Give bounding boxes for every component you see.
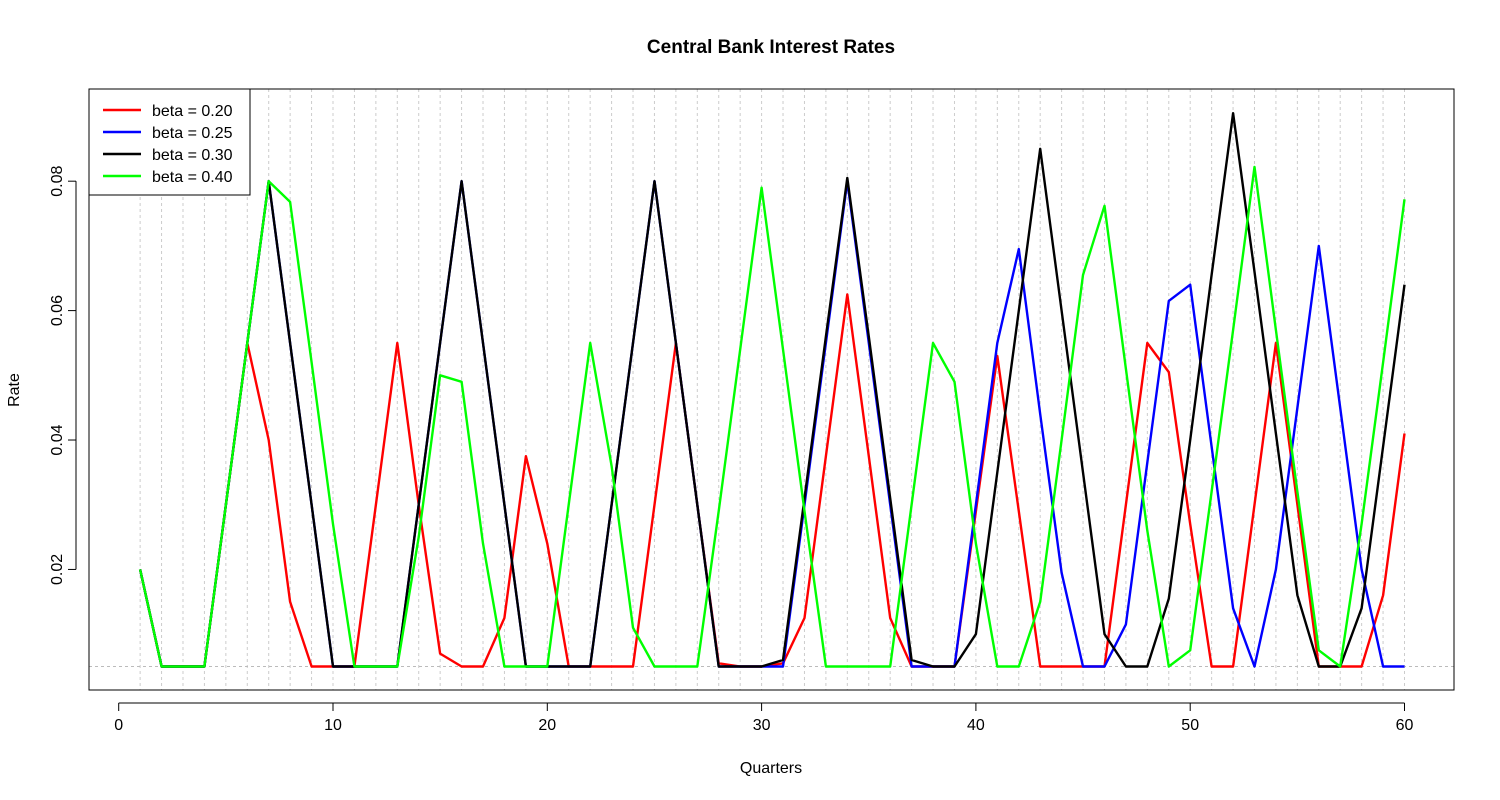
series-lines bbox=[138, 111, 1406, 668]
x-axis: 0 10 20 30 40 50 60 bbox=[114, 702, 1414, 734]
x-tick-label: 0 bbox=[114, 717, 123, 734]
x-axis-label: Quarters bbox=[740, 760, 802, 777]
legend-box bbox=[88, 88, 251, 196]
y-tick-label: 0.08 bbox=[49, 166, 66, 197]
x-tick-label: 30 bbox=[753, 717, 771, 734]
y-tick-label: 0.04 bbox=[49, 424, 66, 455]
legend-label-1: beta = 0.20 bbox=[152, 103, 233, 120]
x-tick-label: 60 bbox=[1396, 717, 1414, 734]
y-tick-label: 0.02 bbox=[49, 554, 66, 585]
legend: beta = 0.20 beta = 0.25 beta = 0.30 beta = … bbox=[88, 88, 251, 196]
plot-frame bbox=[88, 88, 1455, 691]
y-tick-label: 0.06 bbox=[49, 295, 66, 326]
x-tick-label: 20 bbox=[538, 717, 556, 734]
legend-label-3: beta = 0.30 bbox=[152, 147, 233, 164]
y-axis: 0.02 0.04 0.06 0.08 bbox=[49, 166, 77, 585]
x-tick-label: 10 bbox=[324, 717, 342, 734]
legend-label-2: beta = 0.25 bbox=[152, 125, 233, 142]
legend-label-4: beta = 0.40 bbox=[152, 169, 233, 186]
y-axis-label: Rate bbox=[6, 373, 23, 407]
chart-title: Central Bank Interest Rates bbox=[647, 37, 895, 58]
series-line-4 bbox=[138, 165, 1406, 668]
series-line-3 bbox=[138, 111, 1406, 668]
x-tick-label: 50 bbox=[1181, 717, 1199, 734]
x-tick-label: 40 bbox=[967, 717, 985, 734]
series-line-1 bbox=[138, 293, 1406, 668]
grid bbox=[139, 89, 1405, 690]
